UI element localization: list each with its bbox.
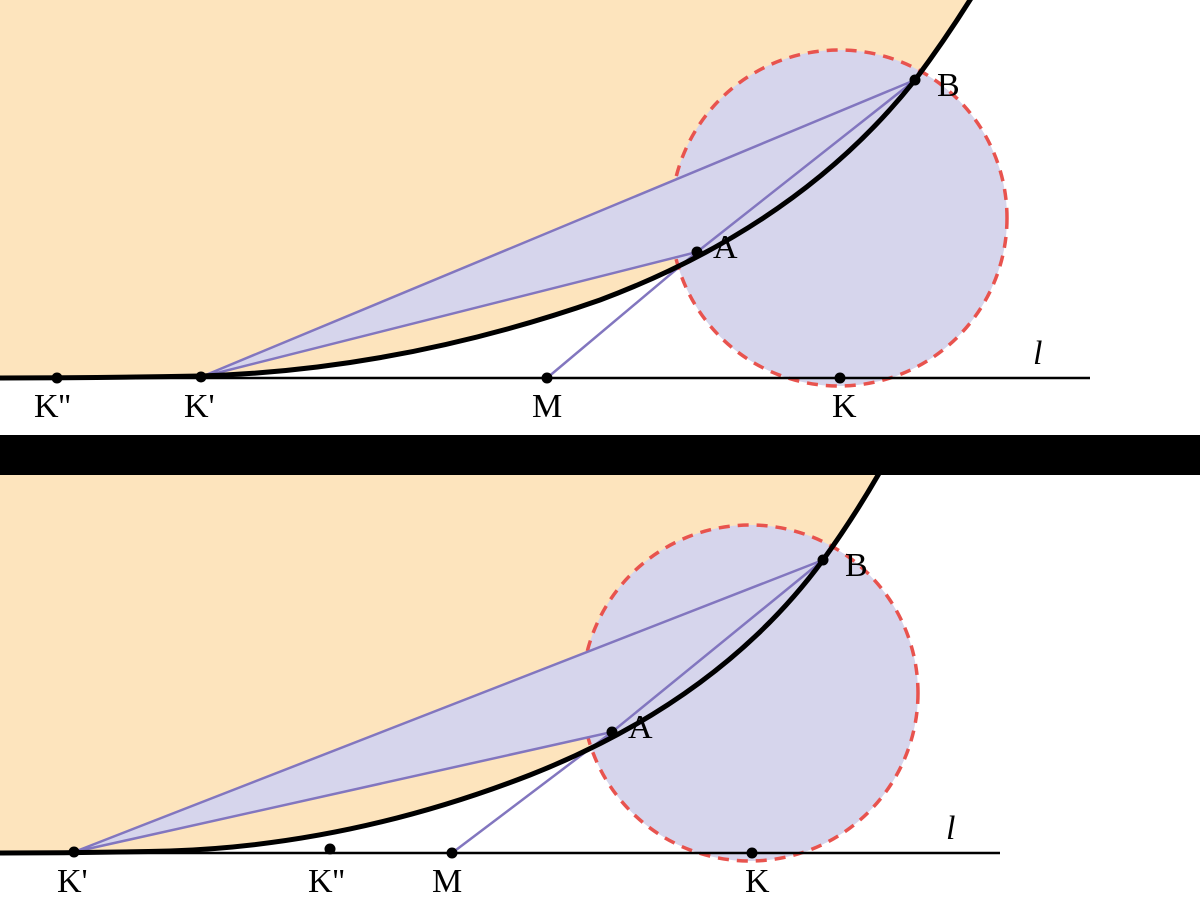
label-Kp: K' [57, 863, 88, 900]
label-K: K [745, 863, 770, 900]
label-A: A [628, 709, 653, 746]
point-B [818, 555, 829, 566]
point-A [692, 247, 703, 258]
label-Kpp: K'' [308, 863, 345, 900]
label-Kpp: K'' [34, 388, 71, 425]
point-B [910, 75, 921, 86]
diagram-top: K'' K' M K A B l [0, 0, 1200, 435]
point-Kp [69, 847, 80, 858]
point-Kp [196, 372, 207, 383]
label-K: K [832, 388, 857, 425]
label-B: B [845, 547, 868, 584]
label-A: A [713, 229, 738, 266]
point-M [542, 373, 553, 384]
label-M: M [432, 863, 462, 900]
label-B: B [937, 67, 960, 104]
point-K [835, 373, 846, 384]
point-Kpp [325, 844, 336, 855]
panel-top: K'' K' M K A B l [0, 0, 1200, 435]
point-Kpp [52, 373, 63, 384]
convex-region [0, 0, 1200, 378]
point-K [747, 848, 758, 859]
diagram-bottom: K' K'' M K A B l [0, 475, 1200, 910]
line-label-l: l [1033, 335, 1042, 372]
label-M: M [532, 388, 562, 425]
label-Kp: K' [184, 388, 215, 425]
panel-bottom: K' K'' M K A B l [0, 475, 1200, 910]
panel-divider [0, 435, 1200, 475]
point-M [447, 848, 458, 859]
point-A [607, 727, 618, 738]
line-label-l: l [946, 810, 955, 847]
